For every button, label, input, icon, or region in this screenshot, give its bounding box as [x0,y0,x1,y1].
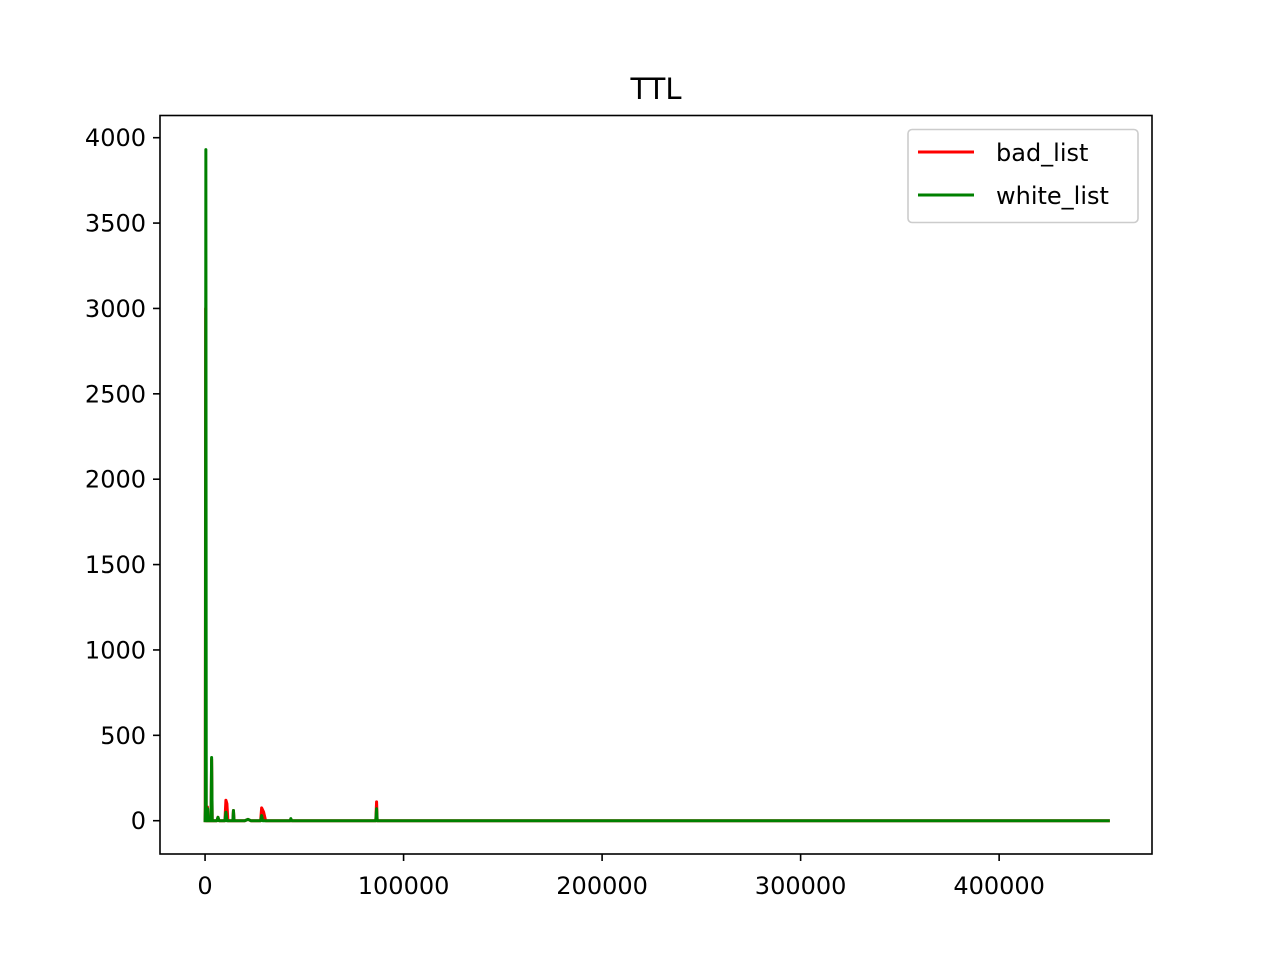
plot-frame [159,114,1153,855]
series-line-white-list [203,148,1110,823]
y-tick-label: 4000 [85,124,146,152]
series-layer [203,148,1110,823]
y-tick-label: 2000 [85,466,146,494]
y-tick-label: 1500 [85,551,146,579]
y-tick-label: 2500 [85,380,146,408]
legend: bad_list white_list [907,128,1139,224]
tick-layer: 0 100000 200000 300000 400000 0 500 1000 1500 200… [85,124,1045,900]
chart-title: TTL [629,72,681,106]
x-tick-label: 0 [197,872,212,900]
x-tick-label: 300000 [755,872,847,900]
x-tick-label: 200000 [556,872,648,900]
legend-label-bad-list: bad_list [996,139,1088,167]
x-tick-label: 100000 [358,872,450,900]
legend-label-white-list: white_list [996,182,1109,210]
y-tick-label: 3000 [85,295,146,323]
y-tick-label: 500 [100,722,146,750]
x-tick-label: 400000 [953,872,1045,900]
y-tick-label: 0 [131,807,146,835]
y-tick-label: 3500 [85,210,146,238]
y-tick-label: 1000 [85,636,146,664]
